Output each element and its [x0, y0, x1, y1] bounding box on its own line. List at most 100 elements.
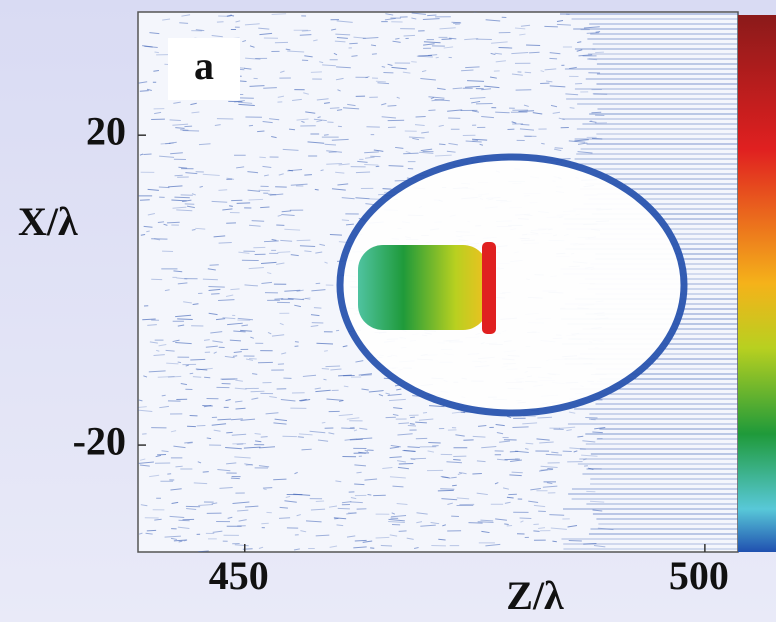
speck [341, 501, 352, 504]
speck [326, 163, 343, 165]
speck [242, 39, 247, 43]
speck [326, 150, 342, 153]
speck [409, 423, 415, 425]
speck [489, 76, 497, 79]
speck [356, 437, 373, 440]
speck [176, 277, 188, 280]
speck [382, 188, 392, 190]
speck [226, 14, 232, 17]
speck [258, 465, 270, 468]
speck [139, 153, 144, 156]
speck [183, 539, 188, 542]
speck [267, 193, 277, 196]
speck [341, 197, 355, 200]
speck [496, 432, 504, 435]
speck [457, 472, 462, 475]
speck [420, 148, 433, 152]
speck [568, 411, 576, 414]
speck [481, 88, 492, 91]
speck [365, 203, 374, 206]
speck [529, 51, 540, 54]
speck [234, 387, 247, 390]
speck [480, 519, 494, 522]
speck [225, 447, 242, 450]
speck [582, 458, 587, 461]
speck [172, 339, 180, 343]
speck [138, 461, 154, 464]
speck [177, 526, 190, 530]
speck [554, 147, 563, 149]
speck [178, 166, 188, 169]
speck [416, 512, 428, 515]
speck [506, 496, 514, 499]
speck [273, 422, 287, 425]
speck [460, 411, 466, 414]
beam-front [482, 242, 496, 334]
speck [448, 142, 458, 146]
speck [143, 375, 148, 378]
speck [591, 137, 603, 140]
speck [267, 272, 272, 275]
speck [158, 186, 170, 189]
speck [396, 503, 408, 506]
speck [260, 436, 268, 438]
speck [226, 462, 237, 465]
speck [510, 459, 522, 462]
speck [514, 27, 526, 30]
speck [279, 322, 284, 326]
speck [411, 17, 417, 20]
speck [573, 450, 578, 453]
speck [350, 497, 357, 500]
speck [430, 522, 440, 525]
speck [165, 349, 175, 352]
speck [263, 240, 279, 243]
speck [333, 517, 347, 520]
speck [365, 76, 370, 79]
speck [420, 524, 436, 527]
speck [545, 453, 563, 456]
speck [577, 142, 588, 145]
speck [215, 318, 226, 321]
speck [250, 336, 255, 339]
speck [213, 235, 226, 238]
speck [301, 29, 311, 32]
speck [437, 489, 454, 492]
speck [406, 537, 414, 540]
speck [140, 504, 148, 507]
speck [175, 342, 192, 345]
speck [260, 206, 270, 209]
speck [428, 442, 441, 444]
speck [235, 407, 246, 410]
speck [317, 439, 329, 442]
speck [384, 17, 396, 21]
speck [520, 24, 531, 27]
speck [589, 120, 597, 123]
speck [552, 540, 557, 543]
speck [310, 314, 320, 317]
speck [511, 471, 523, 474]
speck [248, 357, 257, 360]
speck [182, 199, 192, 203]
speck [213, 351, 217, 354]
speck [321, 367, 330, 370]
speck [435, 154, 452, 157]
speck [282, 148, 299, 151]
speck [355, 197, 370, 200]
speck [422, 18, 440, 20]
x-tick-label: 450 [209, 553, 269, 598]
speck [319, 61, 324, 64]
speck [357, 160, 368, 163]
speck [329, 107, 340, 109]
speck [390, 515, 407, 518]
speck [358, 373, 373, 376]
speck [147, 213, 155, 216]
speck [472, 138, 488, 141]
speck [346, 417, 360, 420]
speck [192, 303, 199, 306]
speck [389, 476, 406, 479]
speck [447, 109, 463, 112]
speck [199, 185, 203, 188]
speck [192, 376, 202, 378]
speck [195, 227, 206, 230]
speck [331, 188, 346, 191]
